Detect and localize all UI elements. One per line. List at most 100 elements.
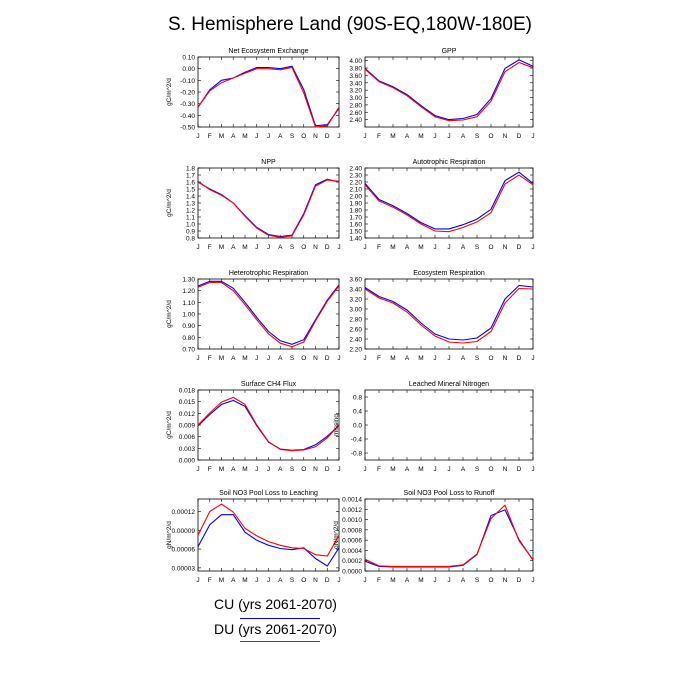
panel-3-xtick-label: J — [447, 244, 450, 251]
panel-4-xtick-label: S — [290, 355, 295, 362]
panel-4-xtick-label: A — [231, 355, 236, 362]
panel-9-title: Soil NO3 Pool Loss to Runoff — [404, 490, 495, 497]
panel-7-xtick-label: F — [377, 466, 381, 473]
panel-2-xtick-label: A — [278, 244, 283, 251]
panel-5-ytick-label: 2.20 — [349, 347, 362, 354]
panel-3-ytick-label: 2.20 — [349, 180, 362, 187]
panel-1-series-cu-line — [364, 59, 534, 121]
panel-1-ytick-label: 3.60 — [349, 73, 362, 80]
panel-7-xtick-label: J — [531, 466, 534, 473]
panel-2-ytick-label: 1.1 — [186, 215, 195, 222]
panel-8-ytick-label: 0.00009 — [172, 528, 196, 535]
panel-9-xtick-label: D — [517, 577, 522, 584]
panel-8-xtick-label: J — [196, 577, 199, 584]
panel-0-ytick-label: 0.10 — [182, 55, 195, 62]
panel-5-series-du-line — [364, 287, 534, 344]
panel-2-ytick-label: 0.9 — [186, 229, 195, 236]
panel-0-xtick-label: M — [219, 133, 224, 140]
panel-4-xtick-label: O — [301, 355, 306, 362]
panel-7-xtick-label: A — [405, 466, 410, 473]
panel-3-xtick-label: J — [363, 244, 366, 251]
panel-5-xtick-label: O — [488, 355, 493, 362]
panel-0-title: Net Ecosystem Exchange — [228, 48, 308, 55]
panel-0-xtick-label: S — [290, 133, 295, 140]
panel-6-xtick-label: F — [208, 466, 212, 473]
panel-7-ytick-label: -0.8 — [351, 451, 363, 458]
panel-4-xtick-label: F — [208, 355, 212, 362]
panel-3-ytick-label: 2.00 — [349, 194, 362, 201]
panel-2-xtick-label: A — [231, 244, 236, 251]
panel-7-ylabel: missing — [333, 414, 340, 436]
panel-9-xtick-label: F — [377, 577, 381, 584]
panel-1-xtick-label: S — [475, 133, 480, 140]
panel-4-ytick-label: 1.20 — [182, 288, 195, 295]
panel-5-ytick-label: 3.40 — [349, 287, 362, 294]
panel-1-xtick-label: M — [390, 133, 395, 140]
panel-8-xtick-label: S — [290, 577, 295, 584]
panel-6-xtick-label: J — [196, 466, 199, 473]
panel-6-ytick-label: 0.009 — [179, 423, 196, 430]
panel-1-xtick-label: F — [377, 133, 381, 140]
panel-4-xtick-label: J — [196, 355, 199, 362]
panel-5-series-cu-line — [364, 284, 534, 341]
panel-9-frame — [364, 498, 534, 572]
panel-7-ytick-label: 0.8 — [353, 395, 362, 402]
panel-9-xtick-label: M — [390, 577, 395, 584]
panel-7-ytick-label: 0.4 — [353, 409, 362, 416]
panel-5-xtick-label: A — [405, 355, 410, 362]
panel-0-xtick-label: N — [313, 133, 318, 140]
panel-9-ytick-label: 0.0008 — [342, 527, 362, 534]
panel-0-xtick-label: J — [196, 133, 199, 140]
panel-9-series-cu-line — [364, 509, 534, 568]
panel-1-ytick-label: 3.40 — [349, 80, 362, 87]
panel-2-xtick-label: S — [290, 244, 295, 251]
panel-5-xtick-label: F — [377, 355, 381, 362]
panel-6-ylabel: gC/m^2/d — [166, 411, 173, 439]
panel-3-ytick-label: 2.10 — [349, 187, 362, 194]
panel-0-xtick-label: J — [267, 133, 270, 140]
panel-0-series-du-line — [197, 66, 340, 128]
panel-0-ytick-label: -0.50 — [180, 125, 195, 132]
panel-6-ytick-label: 0.000 — [179, 458, 196, 465]
panel-7-xtick-label: M — [390, 466, 395, 473]
panel-0-xtick-label: A — [278, 133, 283, 140]
panel-2-xtick-label: N — [313, 244, 318, 251]
panel-8-ytick-label: 0.00006 — [172, 547, 196, 554]
panel-7-xtick-label: D — [517, 466, 522, 473]
panel-2-xtick-label: F — [208, 244, 212, 251]
panel-9-ytick-label: 0.0002 — [342, 558, 362, 565]
panel-5-title: Ecosystem Respiration — [413, 270, 485, 277]
panel-3-ytick-label: 1.40 — [349, 236, 362, 243]
panel-9-ytick-label: 0.0010 — [342, 517, 362, 524]
panel-9-xtick-label: A — [461, 577, 466, 584]
panel-7-xtick-label: J — [363, 466, 366, 473]
panel-7-ytick-label: -0.4 — [351, 437, 363, 444]
panel-7-xtick-label: J — [447, 466, 450, 473]
panel-8-xtick-label: M — [219, 577, 224, 584]
panel-8-xtick-label: A — [278, 577, 283, 584]
panel-9-ytick-label: 0.0004 — [342, 548, 362, 555]
panel-2-xtick-label: O — [301, 244, 306, 251]
panel-3-xtick-label: F — [377, 244, 381, 251]
panel-5-ytick-label: 3.00 — [349, 307, 362, 314]
panel-9-xtick-label: S — [475, 577, 480, 584]
panel-3-xtick-label: M — [418, 244, 423, 251]
panel-5-xtick-label: S — [475, 355, 480, 362]
panel-9-ytick-label: 0.0014 — [342, 497, 362, 504]
panel-8-xtick-label: N — [313, 577, 318, 584]
panel-9-series-du-line — [364, 504, 534, 567]
panel-7-ytick-label: 0.0 — [353, 423, 362, 430]
panel-2-ytick-label: 1.6 — [186, 180, 195, 187]
panel-9-xtick-label: J — [363, 577, 366, 584]
panel-6-xtick-label: D — [325, 466, 330, 473]
panel-2-ytick-label: 1.5 — [186, 187, 195, 194]
panel-9-ytick-label: 0.0006 — [342, 538, 362, 545]
panel-9-ytick-label: 0.0000 — [342, 569, 362, 576]
panel-2-xtick-label: J — [267, 244, 270, 251]
panel-2-series-cu-line — [197, 178, 340, 238]
panel-6-ytick-label: 0.015 — [179, 399, 196, 406]
panel-2-title: NPP — [261, 159, 276, 166]
panel-2-xtick-label: J — [196, 244, 199, 251]
panel-2-xtick-label: J — [255, 244, 258, 251]
